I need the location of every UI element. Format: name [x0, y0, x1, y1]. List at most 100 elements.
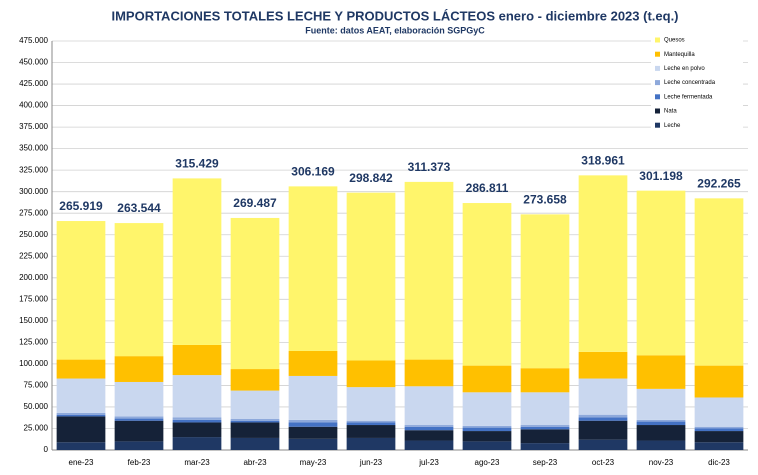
bar-segment [172, 344, 222, 376]
x-tick-label: ene-23 [69, 458, 94, 467]
total-label: 269.487 [233, 196, 277, 210]
bar-segment [288, 422, 338, 427]
bar-segment [694, 428, 744, 432]
bar-segment [172, 178, 222, 345]
x-tick-label: abr-23 [243, 458, 267, 467]
bar-segment [520, 443, 570, 450]
bar-segment [56, 378, 106, 413]
y-tick-label: 25.000 [24, 424, 49, 433]
bar-segment [56, 442, 106, 450]
total-label: 265.919 [59, 199, 103, 213]
bar-segment [694, 397, 744, 427]
bar-segment [520, 429, 570, 444]
legend-swatch [655, 80, 660, 86]
total-label: 286.811 [466, 181, 509, 195]
bar-segment [520, 426, 570, 430]
legend-swatch [655, 108, 660, 114]
bar-segment [578, 378, 628, 415]
bar-segment [172, 437, 222, 450]
bar-segment [578, 414, 628, 418]
bar-segment [636, 190, 686, 356]
bar-segment [404, 359, 454, 387]
x-tick-label: ago-23 [475, 458, 500, 467]
bar-segment [230, 420, 280, 423]
bar-segment [230, 437, 280, 450]
bar-segment [346, 422, 396, 426]
y-tick-label: 300.000 [19, 187, 48, 196]
legend-swatch [655, 94, 660, 100]
x-tick-label: mar-23 [184, 458, 210, 467]
bar-segment [520, 425, 570, 427]
bar-segment [346, 192, 396, 361]
y-tick-label: 50.000 [24, 402, 49, 411]
bar-segment [578, 420, 628, 440]
bar-segment [114, 416, 164, 419]
bar-segment [636, 425, 686, 441]
y-tick-label: 450.000 [19, 58, 48, 67]
bar-segment [56, 414, 106, 417]
bar-segment [114, 418, 164, 421]
total-label: 318.961 [581, 154, 625, 168]
bar-segment [288, 350, 338, 376]
bar-segment [404, 425, 454, 427]
bar-segment [114, 223, 164, 357]
bar-segment [346, 387, 396, 421]
bar-segment [172, 375, 222, 418]
bar-segment [462, 425, 512, 428]
bar-segment [636, 440, 686, 450]
bar-segment [56, 359, 106, 379]
bar-segment [694, 442, 744, 450]
total-label: 263.544 [117, 201, 161, 215]
bar-segment [462, 392, 512, 426]
legend-swatch [655, 122, 660, 128]
bar-segment [578, 351, 628, 379]
bar-segment [114, 356, 164, 382]
bar-segment [694, 198, 744, 366]
bar-segment [636, 419, 686, 422]
y-tick-label: 275.000 [19, 208, 48, 217]
bar-segment [230, 369, 280, 391]
bar-segment [346, 437, 396, 450]
bar-segment [114, 441, 164, 450]
total-label: 301.198 [639, 169, 683, 183]
y-tick-label: 475.000 [19, 36, 48, 45]
bar-segment [114, 420, 164, 442]
bar-segment [462, 441, 512, 450]
bar-segment [462, 427, 512, 432]
legend-label: Leche fermentada [664, 94, 713, 100]
legend-swatch [655, 65, 660, 71]
legend-box [651, 34, 743, 138]
bar-segment [404, 440, 454, 450]
bar-segment [346, 420, 396, 423]
bar-segment [288, 186, 338, 351]
y-tick-label: 175.000 [19, 294, 48, 303]
bar-segment [230, 422, 280, 438]
bar-segment [56, 416, 106, 443]
bar-segment [578, 175, 628, 352]
bar-segment [114, 381, 164, 417]
legend-label: Leche en polvo [664, 66, 705, 72]
total-label: 306.169 [291, 165, 335, 179]
bar-segment [636, 388, 686, 420]
y-tick-label: 250.000 [19, 230, 48, 239]
bar-segment [288, 419, 338, 423]
bar-segment [56, 221, 106, 360]
x-tick-label: jul-23 [418, 458, 439, 467]
total-label: 311.373 [408, 160, 451, 174]
bar-segment [288, 438, 338, 450]
bar-segment [520, 214, 570, 369]
chart-title: IMPORTACIONES TOTALES LECHE Y PRODUCTOS … [111, 8, 678, 23]
bar-segment [56, 412, 106, 415]
legend-label: Leche [664, 123, 681, 129]
legend-swatch [655, 37, 660, 43]
y-tick-label: 375.000 [19, 122, 48, 131]
bar-segment [404, 181, 454, 360]
y-tick-label: 100.000 [19, 359, 48, 368]
bar-segment [172, 422, 222, 438]
bar-segment [520, 392, 570, 426]
x-tick-label: oct-23 [592, 458, 615, 467]
y-tick-label: 325.000 [19, 165, 48, 174]
bar-segment [230, 217, 280, 370]
y-tick-label: 0 [44, 445, 49, 454]
bar-segment [520, 368, 570, 393]
